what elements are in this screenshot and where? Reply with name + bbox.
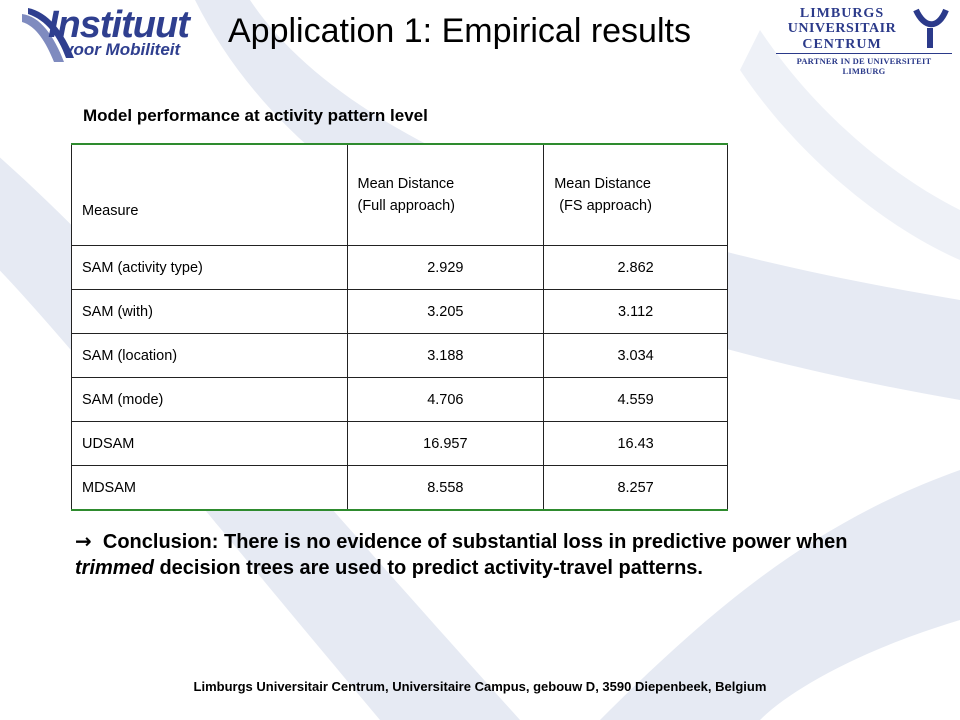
row-measure: SAM (mode) xyxy=(71,377,348,422)
row-full-value: 4.706 xyxy=(346,377,545,422)
header-measure-label: Measure xyxy=(82,203,139,219)
row-measure: UDSAM xyxy=(71,421,348,466)
row-fs-value: 2.862 xyxy=(543,245,728,290)
university-logo-rule xyxy=(776,53,952,54)
row-measure: SAM (activity type) xyxy=(71,245,348,290)
header-fs-approach: Mean Distance (FS approach) xyxy=(543,144,728,246)
header-full-approach: Mean Distance (Full approach) xyxy=(346,144,545,246)
conclusion-part1: Conclusion: There is no evidence of subs… xyxy=(102,531,848,553)
row-full-value: 8.558 xyxy=(346,465,545,510)
row-measure: SAM (with) xyxy=(71,289,348,334)
table-row: SAM (activity type) 2.929 2.862 xyxy=(71,245,728,290)
table-row: SAM (with) 3.205 3.112 xyxy=(71,289,728,334)
header-measure: Measure xyxy=(71,144,348,246)
university-logo-line1: LIMBURGS xyxy=(799,6,885,21)
conclusion-part2: decision trees are used to predict activ… xyxy=(153,557,703,579)
row-fs-value: 3.112 xyxy=(543,289,728,334)
row-full-value: 2.929 xyxy=(346,245,545,290)
row-fs-value: 16.43 xyxy=(543,421,728,466)
table-header-row: Measure Mean Distance (Full approach) Me… xyxy=(71,144,728,246)
university-logo-line3: CENTRUM xyxy=(802,37,882,52)
page-title: Application 1: Empirical results xyxy=(228,12,691,50)
arrow-right-icon: → xyxy=(75,529,92,553)
header-full-line1: Mean Distance xyxy=(357,176,455,192)
institute-logo-name: Instituut xyxy=(48,4,190,46)
header-fs-line1: Mean Distance xyxy=(554,176,651,192)
row-full-value: 16.957 xyxy=(346,421,545,466)
institute-swoosh-icon xyxy=(22,8,74,62)
conclusion-text: → Conclusion: There is no evidence of su… xyxy=(75,528,875,581)
institute-logo: Instituut voor Mobiliteit xyxy=(20,4,190,66)
row-full-value: 3.188 xyxy=(346,333,545,378)
footer-address: Limburgs Universitair Centrum, Universit… xyxy=(193,679,767,694)
table-row: MDSAM 8.558 8.257 xyxy=(71,465,728,510)
table-row: SAM (location) 3.188 3.034 xyxy=(71,333,728,378)
row-measure: SAM (location) xyxy=(71,333,348,378)
table-caption: Model performance at activity pattern le… xyxy=(83,106,428,125)
header-full-line2: (Full approach) xyxy=(357,198,456,214)
row-fs-value: 4.559 xyxy=(543,377,728,422)
university-emblem-icon xyxy=(913,8,949,48)
conclusion-emphasis: trimmed xyxy=(75,557,154,579)
row-fs-value: 8.257 xyxy=(543,465,728,510)
table-row: UDSAM 16.957 16.43 xyxy=(71,421,728,466)
institute-logo-subname: voor Mobiliteit xyxy=(64,40,181,59)
university-logo: LIMBURGS UNIVERSITAIR CENTRUM PARTNER IN… xyxy=(776,6,952,76)
row-measure: MDSAM xyxy=(71,465,348,510)
university-logo-line2: UNIVERSITAIR xyxy=(787,21,897,36)
header-fs-line2: (FS approach) xyxy=(559,198,652,214)
university-logo-tagline: PARTNER IN DE UNIVERSITEIT LIMBURG xyxy=(796,56,932,76)
row-fs-value: 3.034 xyxy=(543,333,728,378)
row-full-value: 3.205 xyxy=(346,289,545,334)
performance-table: Measure Mean Distance (Full approach) Me… xyxy=(71,143,728,511)
table-row: SAM (mode) 4.706 4.559 xyxy=(71,377,728,422)
